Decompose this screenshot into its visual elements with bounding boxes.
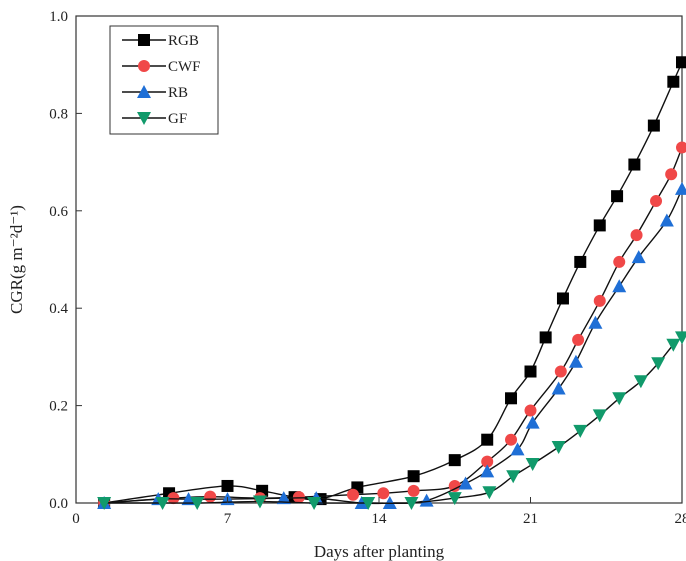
series-gf-point (404, 497, 419, 510)
series-rgb-point (539, 331, 552, 344)
legend-box (109, 25, 219, 135)
series-rb-point (181, 492, 196, 506)
series-gf-point (307, 497, 322, 510)
series-gf-point (190, 497, 205, 510)
legend-item-rgb: RGB (122, 33, 199, 49)
y-tick-label: 0.4 (49, 301, 68, 317)
series-rb-point (419, 493, 434, 507)
series-cwf-point (481, 455, 494, 468)
series-cwf-point (407, 484, 420, 497)
series-gf-point (506, 470, 521, 484)
series-cwf-point (448, 479, 461, 492)
series-gf-point (525, 458, 540, 472)
legend-item-gf: GF (122, 111, 187, 127)
series-gf-point (97, 497, 112, 510)
legend-item-cwf: CWF (122, 59, 201, 75)
series-gf-point (666, 338, 681, 352)
legend-marker-rb (137, 85, 151, 98)
series-gf-point (361, 497, 376, 510)
series-cwf-point (505, 433, 518, 446)
series-rb-point (551, 381, 566, 395)
legend-marker-gf (137, 112, 151, 125)
series-rgb-point (628, 158, 641, 171)
series-rb-point (480, 464, 495, 478)
series-cwf-point (630, 229, 643, 242)
series-rgb-point (221, 479, 234, 492)
series-cwf-point (554, 365, 567, 378)
series-cwf-point (676, 141, 686, 154)
series-rgb-point (481, 433, 494, 446)
series-gf-point (551, 440, 566, 454)
series-gf-point (482, 486, 497, 500)
series-gf-point (447, 492, 462, 506)
series-rgb-point (611, 190, 624, 203)
legend-marker-cwf (138, 60, 150, 72)
series-gf-point (252, 495, 267, 509)
y-axis-title: CGR(g m⁻²d⁻¹) (7, 205, 26, 314)
x-tick-label: 7 (224, 511, 232, 527)
series-rgb-point (505, 392, 518, 405)
x-tick-label: 0 (72, 511, 80, 527)
series-cwf-point (377, 487, 390, 500)
series-cwf-point (593, 294, 606, 307)
series-rb-point (631, 250, 646, 264)
y-tick-label: 0.6 (49, 204, 68, 220)
legend-label-rgb: RGB (168, 33, 199, 49)
series-rgb-point (407, 470, 420, 483)
series-cwf-point (167, 492, 180, 505)
legend-label-cwf: CWF (168, 59, 201, 75)
series-cwf-point (613, 255, 626, 268)
series-rb-point (382, 496, 397, 509)
x-tick-label: 21 (523, 511, 538, 527)
series-cwf-point (204, 490, 217, 503)
series-rb-point (588, 315, 603, 329)
series-rb-point (612, 279, 627, 293)
series-gf-point (155, 497, 170, 510)
y-tick-label: 1.0 (49, 9, 68, 25)
x-tick-label: 14 (372, 511, 388, 527)
legend: RGB CWF RB GF (109, 25, 219, 135)
x-tick-label: 28 (675, 511, 686, 527)
legend-label-gf: GF (168, 111, 187, 127)
series-rb-point (568, 354, 583, 368)
series-rgb-point (574, 255, 587, 268)
series-rb-point (276, 491, 291, 505)
axes: 0.0 0.2 0.4 0.6 0.8 1.0 0 7 14 21 28 (49, 9, 686, 527)
y-tick-label: 0.8 (49, 106, 68, 122)
series-cwf-point (650, 195, 663, 208)
series-rgb-point (593, 219, 606, 232)
series-rb-point (659, 213, 674, 227)
series-cwf-point (524, 404, 537, 417)
series-cwf-point (572, 333, 585, 346)
series-rb-point (458, 476, 473, 490)
x-axis-title: Days after planting (314, 542, 445, 561)
series-rgb-point (667, 75, 680, 88)
series-rb-point (510, 442, 525, 456)
series-rb-point (675, 181, 686, 195)
series-rgb-point (524, 365, 537, 378)
series-rgb-point (676, 56, 686, 69)
y-tick-label: 0.0 (49, 496, 68, 512)
series-cwf-point (347, 488, 360, 501)
series-gf-point (573, 424, 588, 438)
series-cwf-point (665, 168, 678, 181)
series-rgb-point (647, 119, 660, 132)
series-layer (97, 56, 686, 510)
series-rb-point (525, 415, 540, 429)
series-rgb-point (556, 292, 569, 305)
series-gf-point (675, 331, 686, 345)
legend-item-rb: RB (122, 85, 188, 101)
series-gf-point (592, 409, 607, 423)
series-gf-point (612, 392, 627, 406)
series-gf-point (651, 357, 666, 371)
series-gf (97, 331, 686, 510)
series-rgb-point (448, 454, 461, 467)
y-tick-label: 0.2 (49, 399, 68, 415)
series-gf-point (633, 375, 648, 389)
legend-label-rb: RB (168, 85, 188, 101)
legend-marker-rgb (138, 34, 150, 46)
